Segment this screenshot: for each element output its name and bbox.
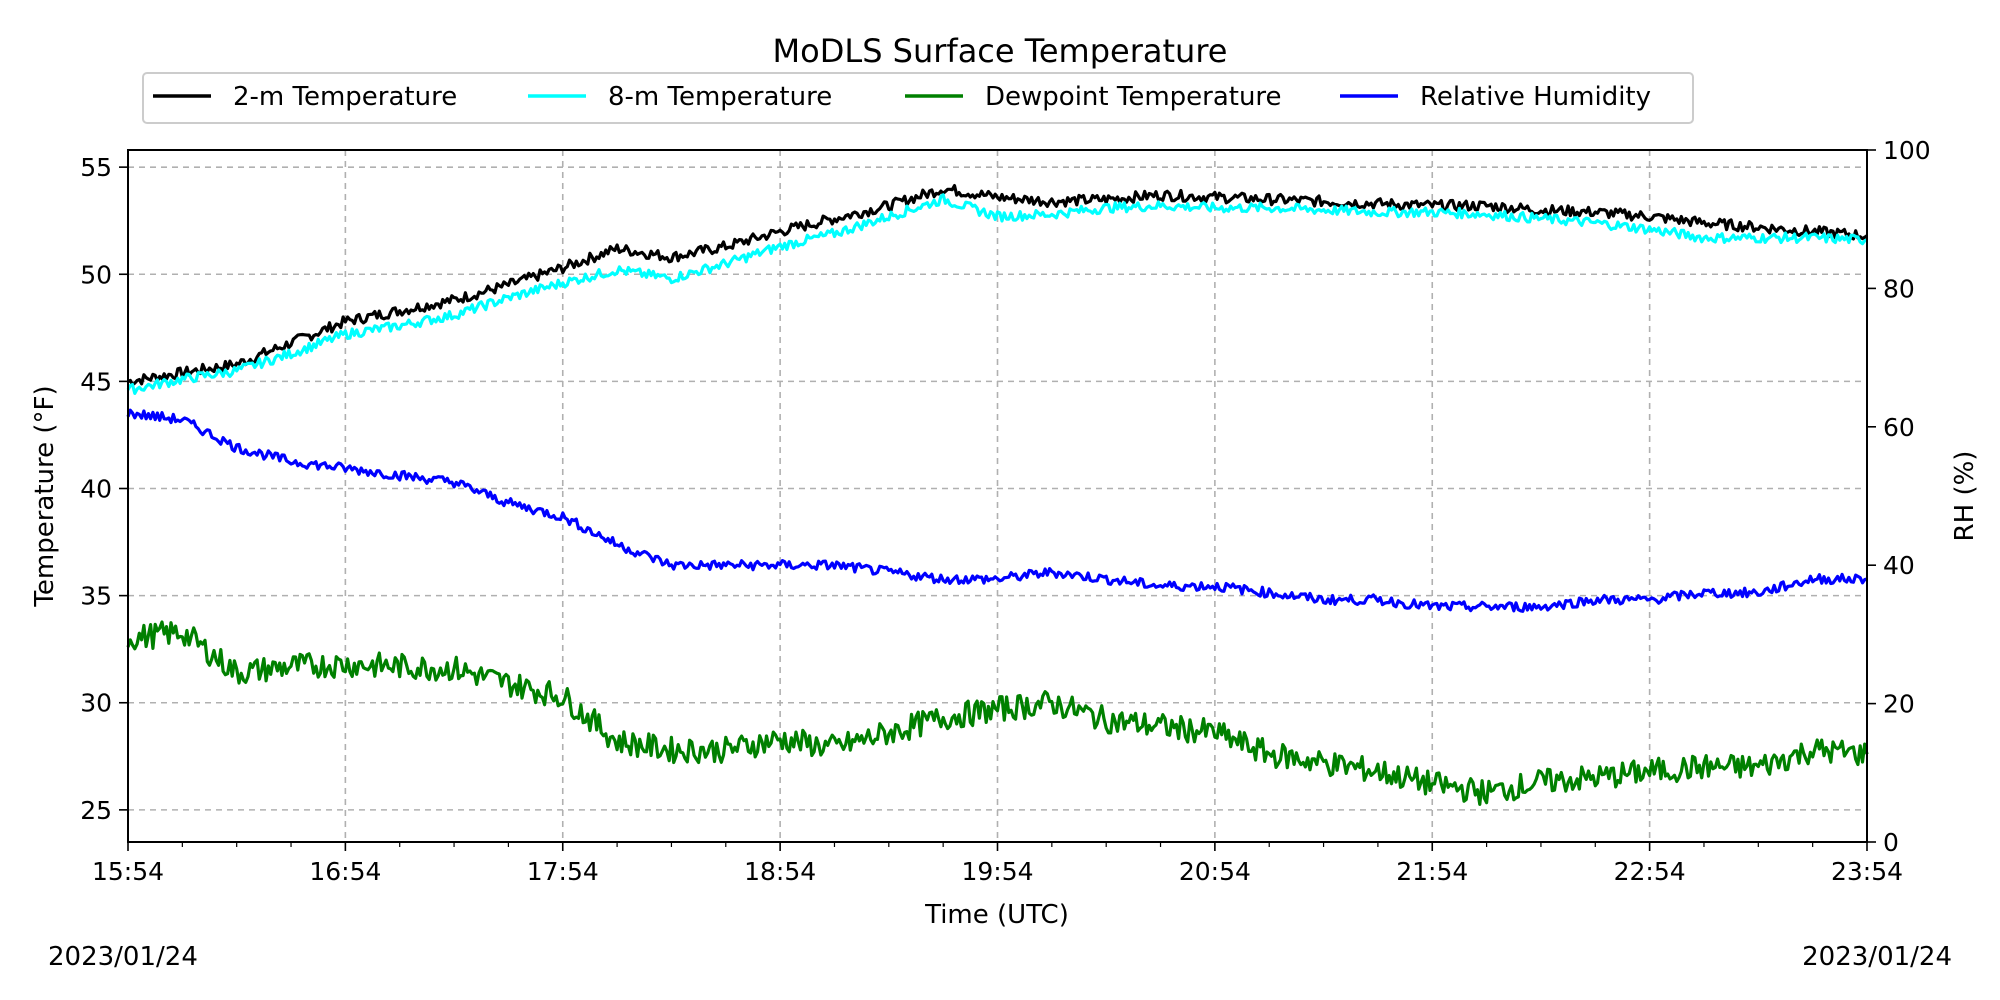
series-group — [126, 184, 1869, 806]
legend-label: 8-m Temperature — [608, 82, 832, 112]
y2-tick-label: 80 — [1883, 274, 1915, 303]
y2-tick-label: 0 — [1883, 828, 1899, 857]
y-axis-label: Temperature (°F) — [30, 385, 60, 607]
x-tick-label: 17:54 — [527, 857, 599, 886]
grid — [128, 150, 1867, 842]
x-tick-label: 18:54 — [744, 857, 816, 886]
y-tick-label: 55 — [80, 153, 112, 182]
x-tick-label: 15:54 — [92, 857, 164, 886]
y-tick-label: 30 — [80, 689, 112, 718]
legend-label: Dewpoint Temperature — [985, 82, 1282, 112]
x-tick-label: 19:54 — [961, 857, 1033, 886]
legend-box — [142, 72, 1694, 124]
y-tick-label: 40 — [80, 475, 112, 504]
x-tick-label: 23:54 — [1831, 857, 1903, 886]
x-tick-label: 16:54 — [309, 857, 381, 886]
y-tick-label: 25 — [80, 796, 112, 825]
y2-tick-label: 40 — [1883, 551, 1915, 580]
y2-tick-label: 60 — [1883, 413, 1915, 442]
y-tick-label: 45 — [80, 367, 112, 396]
x-tick-label: 21:54 — [1396, 857, 1468, 886]
series-line — [126, 408, 1868, 613]
series-line — [126, 620, 1869, 806]
x-tick-label: 22:54 — [1614, 857, 1686, 886]
x-tick-label: 20:54 — [1179, 857, 1251, 886]
y2-tick-label: 20 — [1883, 690, 1915, 719]
date-right: 2023/01/24 — [1802, 942, 1952, 972]
y-tick-label: 35 — [80, 582, 112, 611]
x-ticks: 15:54 16:54 17:54 18:54 19:54 20:54 21:54 22:54… — [92, 842, 1903, 886]
y2-axis-label: RH (%) — [1950, 451, 1980, 542]
legend-label: 2-m Temperature — [233, 82, 457, 112]
legend-label: Relative Humidity — [1420, 82, 1651, 112]
series-line — [127, 184, 1868, 387]
series-line — [126, 193, 1868, 395]
y2-ticks: 0 20 40 60 80 100 — [1867, 136, 1931, 857]
chart-title: MoDLS Surface Temperature — [773, 32, 1228, 70]
x-axis-label: Time (UTC) — [924, 900, 1069, 930]
date-left: 2023/01/24 — [48, 942, 198, 972]
y2-tick-label: 100 — [1883, 136, 1931, 165]
y-tick-label: 50 — [80, 260, 112, 289]
legend: 2-m Temperature 8-m Temperature Dewpoint T… — [142, 72, 1694, 124]
y-ticks: 25 30 35 40 45 50 55 — [80, 153, 128, 825]
